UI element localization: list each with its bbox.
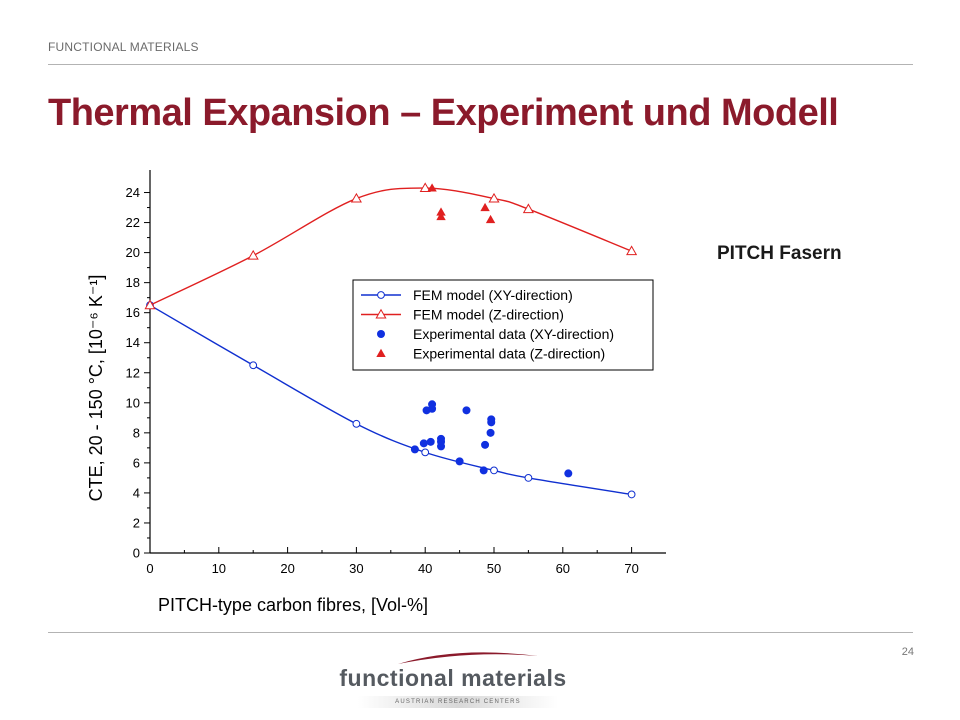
x-axis-label: PITCH-type carbon fibres, [Vol-%] [158, 595, 428, 615]
series-1-point [524, 474, 533, 482]
y-tick-label: 10 [126, 395, 140, 410]
series-3-point [419, 439, 428, 448]
series-1-point [490, 466, 498, 475]
series-4-point [436, 211, 446, 221]
legend-marker [375, 308, 387, 319]
legend-label: Experimental data (Z-direction) [413, 346, 605, 362]
series-3-point [428, 400, 437, 409]
series-3-point [437, 434, 446, 443]
legend-item-4: Experimental data (Z-direction) [376, 346, 605, 362]
series-4 [427, 183, 496, 224]
series-2 [144, 182, 638, 310]
y-tick-label: 14 [126, 335, 140, 350]
legend-item-1: FEM model (XY-direction) [361, 287, 573, 303]
y-tick-label: 6 [133, 455, 140, 470]
x-tick-label: 60 [556, 561, 570, 576]
legend-marker [376, 348, 386, 358]
series-1-point [627, 490, 636, 499]
x-tick-label: 50 [487, 561, 501, 576]
legend-box [352, 279, 654, 371]
series-2-point [350, 192, 362, 203]
x-tick-label: 70 [624, 561, 638, 576]
series-2-point [419, 182, 431, 193]
series-3-point [487, 415, 496, 424]
series-2-point [247, 249, 259, 260]
series-3-point [462, 406, 471, 415]
legend-item-2: FEM model (Z-direction) [361, 307, 564, 323]
y-tick-label: 24 [126, 185, 140, 200]
legend-marker [377, 291, 385, 299]
series-1-point [249, 361, 258, 370]
series-4-point [427, 183, 437, 192]
y-tick-label: 20 [126, 245, 140, 260]
page-number: 24 [901, 646, 914, 658]
side-label: PITCH Fasern [717, 243, 842, 264]
legend: FEM model (XY-direction) FEM model (Z-dir… [352, 279, 654, 371]
logo-subtext: AUSTRIAN RESEARCH CENTERS [395, 699, 521, 705]
y-tick-label: 22 [126, 215, 140, 230]
series-layer [144, 182, 638, 499]
series-3-point [426, 437, 435, 446]
logo-text: functional materials [339, 665, 567, 691]
x-tick-label: 10 [212, 561, 226, 576]
series-2-point [488, 192, 500, 203]
legend-label: FEM model (Z-direction) [413, 307, 564, 323]
footer-rule [48, 632, 913, 633]
x-tick-label: 20 [280, 561, 294, 576]
x-tick-label: 0 [146, 561, 153, 576]
legend-item-3: Experimental data (XY-direction) [377, 326, 614, 342]
y-tick-label: 16 [126, 305, 140, 320]
series-1 [146, 301, 636, 499]
slide-title: Thermal Expansion – Experiment und Model… [48, 92, 839, 134]
legend-marker [377, 330, 385, 338]
logo-band [358, 696, 558, 708]
legend-label: FEM model (XY-direction) [413, 287, 573, 303]
series-4-point [485, 214, 496, 224]
series-2-point [522, 203, 534, 214]
y-tick-label: 8 [133, 425, 140, 440]
x-tick-label: 40 [418, 561, 432, 576]
series-1-point [352, 419, 361, 428]
series-3-point [410, 445, 419, 454]
y-tick-label: 4 [133, 485, 140, 500]
series-3-point [479, 466, 488, 475]
series-3 [410, 400, 573, 478]
header-rule [48, 64, 913, 65]
y-tick-label: 2 [133, 515, 140, 530]
y-tick-label: 12 [126, 365, 140, 380]
series-3-point [486, 428, 495, 437]
series-2-point [144, 299, 156, 310]
company-logo: functional materials AUSTRIAN RESEARCH C… [338, 648, 568, 710]
series-2-point [626, 245, 638, 256]
header-label: FUNCTIONAL MATERIALS [48, 40, 199, 54]
series-4-point [480, 202, 490, 212]
y-axis-label: CTE, 20 - 150 °C, [10⁻⁶ K⁻¹] [86, 275, 106, 502]
series-1-point [421, 448, 430, 457]
y-tick-label: 18 [126, 275, 140, 290]
legend-label: Experimental data (XY-direction) [413, 326, 614, 342]
series-3-point [564, 469, 573, 478]
logo-swoosh-icon [398, 652, 538, 664]
series-3-point [481, 440, 490, 449]
series-3-point [455, 457, 464, 466]
y-tick-label: 0 [133, 546, 140, 561]
x-tick-label: 30 [349, 561, 363, 576]
series-4-point [436, 207, 446, 216]
